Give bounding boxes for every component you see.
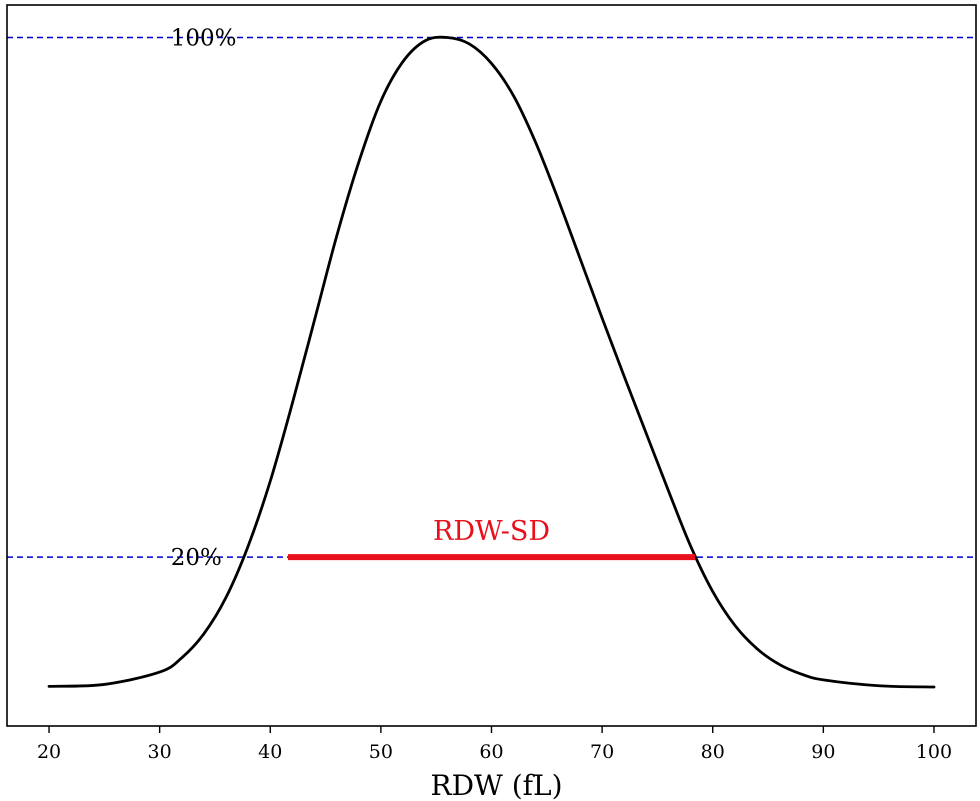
plot-frame — [6, 4, 977, 727]
x-tick-label: 80 — [701, 741, 725, 763]
x-tick-label: 70 — [590, 741, 614, 763]
x-tick-label: 40 — [258, 741, 282, 763]
x-axis-title: RDW (fL) — [430, 769, 562, 801]
x-tick-label: 50 — [369, 741, 393, 763]
x-tick-label: 60 — [479, 741, 503, 763]
reference-label-20pct: 20% — [171, 545, 222, 571]
reference-label-100pct: 100% — [171, 25, 237, 51]
x-tick-label: 90 — [811, 741, 835, 763]
distribution-curve — [47, 35, 936, 689]
x-tick-label: 20 — [37, 741, 61, 763]
rdw-sd-label: RDW-SD — [433, 516, 550, 547]
x-tick-label: 100 — [916, 741, 952, 763]
x-tick-label: 30 — [148, 741, 172, 763]
